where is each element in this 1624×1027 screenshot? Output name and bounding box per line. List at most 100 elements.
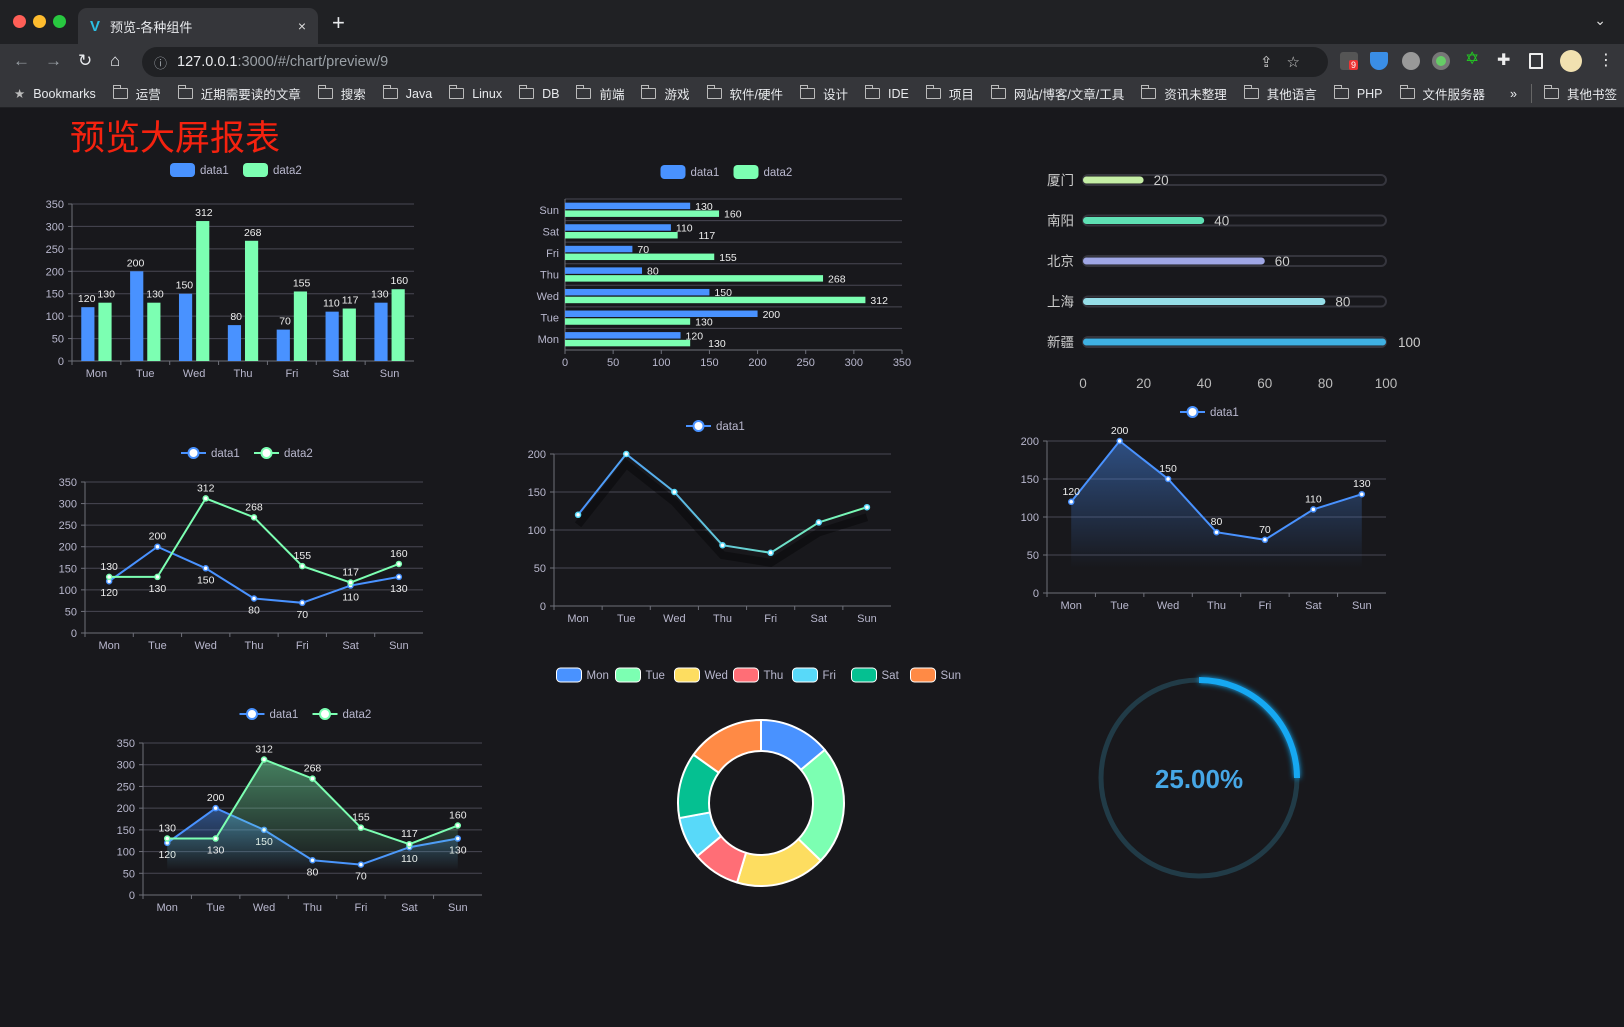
bookmark-item[interactable]: 运营 [112, 84, 161, 103]
bookmark-item[interactable]: DB [519, 85, 559, 101]
bookmark-item[interactable]: 资讯未整理 [1141, 84, 1227, 103]
browser-tab-bar: V 预览-各种组件 × + ⌄ [0, 0, 1624, 44]
bookmark-item[interactable]: Linux [449, 85, 503, 101]
data-label: 70 [355, 871, 367, 883]
minimize-window-button[interactable] [33, 15, 46, 28]
browser-tab[interactable]: V 预览-各种组件 × [78, 8, 318, 44]
url-path: :3000/#/chart/preview/9 [237, 54, 389, 70]
bookmark-item[interactable]: Java [382, 85, 432, 101]
green-dot-extension-icon[interactable] [1432, 52, 1450, 70]
data-point [250, 514, 258, 521]
legend-item-data1[interactable]: data1 [1180, 406, 1239, 419]
bar-data2 [342, 308, 356, 361]
share-icon[interactable]: ⇪ [1259, 54, 1287, 71]
other-bookmarks[interactable]: 其他书签 [1530, 84, 1617, 103]
donut-slice-Sun[interactable] [692, 719, 762, 774]
bookmark-item[interactable]: PHP [1333, 85, 1383, 101]
reload-icon[interactable]: ↻ [78, 51, 93, 70]
bookmark-item[interactable]: 文件服务器 [1399, 84, 1485, 103]
data-label: 160 [390, 548, 408, 560]
y-tick-label: 100 [46, 311, 64, 323]
bookmark-item[interactable]: 游戏 [641, 84, 690, 103]
legend-item-Mon[interactable]: Mon [556, 667, 609, 683]
new-tab-button[interactable]: + [332, 10, 345, 35]
diamond-extension-icon[interactable] [1370, 52, 1388, 70]
vue-favicon-icon: V [90, 17, 101, 35]
bookmark-label: Linux [472, 86, 503, 101]
area-fill [1071, 441, 1362, 568]
bar-data2 [565, 275, 824, 282]
legend-item-data1[interactable]: data1 [181, 447, 240, 460]
legend-item-data2[interactable]: data2 [312, 708, 372, 721]
bookmark-item[interactable]: 网站/博客/文章/工具 [990, 84, 1124, 103]
forward-arrow-icon[interactable]: → [45, 51, 62, 70]
side-panel-icon[interactable] [1529, 53, 1543, 69]
site-info-icon[interactable]: ⓘ [154, 55, 168, 71]
legend-item-Sun[interactable]: Sun [910, 667, 961, 683]
bar-data2 [565, 339, 691, 347]
progress-fill [1083, 257, 1265, 265]
address-bar[interactable]: ⓘ 127.0.0.1:3000/#/chart/preview/9 ⇪☆ [142, 47, 1328, 77]
data-point [395, 573, 403, 581]
bookmark-item[interactable]: 前端 [576, 84, 624, 103]
legend-item-data2[interactable]: data2 [733, 165, 793, 179]
bookmark-item[interactable]: 近期需要读的文章 [177, 84, 301, 103]
bookmark-item[interactable]: 项目 [925, 84, 974, 103]
legend-swatch-icon [733, 667, 759, 683]
bookmark-item[interactable]: ★ Bookmarks [14, 86, 96, 102]
data-label: 80 [248, 604, 260, 616]
data-label: 130 [371, 289, 389, 301]
chart-0-bar: data1 data2 0 50 100 150 200 250 300 350 Mon Tue Wed… [46, 163, 414, 380]
home-icon[interactable]: ⌂ [110, 51, 121, 70]
bookmarks-more-button[interactable]: » [1510, 86, 1517, 101]
bar-data1 [374, 302, 388, 361]
donut-slice-Tue[interactable] [797, 748, 845, 862]
data-point [1116, 437, 1123, 445]
legend-item-Wed[interactable]: Wed [674, 667, 728, 683]
legend-item-data2[interactable]: data2 [254, 447, 313, 460]
legend-item-data1[interactable]: data1 [686, 420, 745, 433]
bookmark-item[interactable]: 软件/硬件 [706, 84, 783, 103]
x-tick-label: Mon [98, 640, 119, 652]
command-extension-icon[interactable] [1402, 52, 1420, 70]
y-tick-label: 250 [59, 520, 77, 532]
star-extension-icon[interactable]: ✡ [1465, 49, 1480, 68]
bookmark-item[interactable]: 设计 [799, 84, 848, 103]
maximize-window-button[interactable] [53, 15, 66, 28]
legend-item-Fri[interactable]: Fri [792, 667, 836, 683]
data-label: 80 [647, 266, 659, 278]
x-tick-label: Mon [1061, 600, 1082, 612]
menu-kebab-icon[interactable]: ⋮ [1598, 52, 1614, 69]
tab-close-icon[interactable]: × [297, 18, 306, 34]
chart-3-line: data1 data2 0 50 100 150 200 250 300 350 Mon Tue Wed… [59, 447, 423, 652]
profile-avatar[interactable] [1560, 50, 1582, 72]
tab-search-chevron-icon[interactable]: ⌄ [1594, 12, 1606, 28]
bookmark-item[interactable]: IDE [865, 85, 909, 101]
legend-item-Sat[interactable]: Sat [851, 667, 900, 683]
data-point [154, 543, 161, 550]
legend-item-Tue[interactable]: Tue [615, 667, 665, 683]
extensions-puzzle-icon[interactable]: ✚ [1497, 52, 1511, 69]
x-tick-label: Sun [380, 368, 400, 380]
progress-fill [1083, 176, 1144, 184]
legend-item-data1[interactable]: data1 [660, 165, 720, 179]
legend-item-Thu[interactable]: Thu [733, 667, 784, 683]
x-tick-label: Mon [157, 902, 178, 914]
data-label: 130 [149, 583, 167, 595]
bookmark-label: 软件/硬件 [729, 88, 783, 102]
bookmark-item[interactable]: 搜索 [317, 84, 366, 103]
bookmark-label: 游戏 [664, 88, 690, 102]
bookmark-item[interactable]: 其他语言 [1243, 84, 1317, 103]
close-window-button[interactable] [13, 15, 26, 28]
legend-item-data1[interactable]: data1 [170, 163, 229, 177]
legend-item-data2[interactable]: data2 [243, 163, 302, 177]
data-label: 80 [307, 866, 319, 878]
legend-item-data1[interactable]: data1 [239, 708, 299, 721]
legend-swatch-icon [792, 667, 818, 683]
data-label: 130 [390, 583, 408, 595]
extension-grid-icon[interactable]: 9 [1340, 52, 1359, 70]
bookmark-star-icon[interactable]: ☆ [1286, 54, 1314, 71]
back-arrow-icon[interactable]: ← [13, 51, 30, 70]
folder-icon [382, 85, 398, 99]
data-point [163, 835, 171, 842]
